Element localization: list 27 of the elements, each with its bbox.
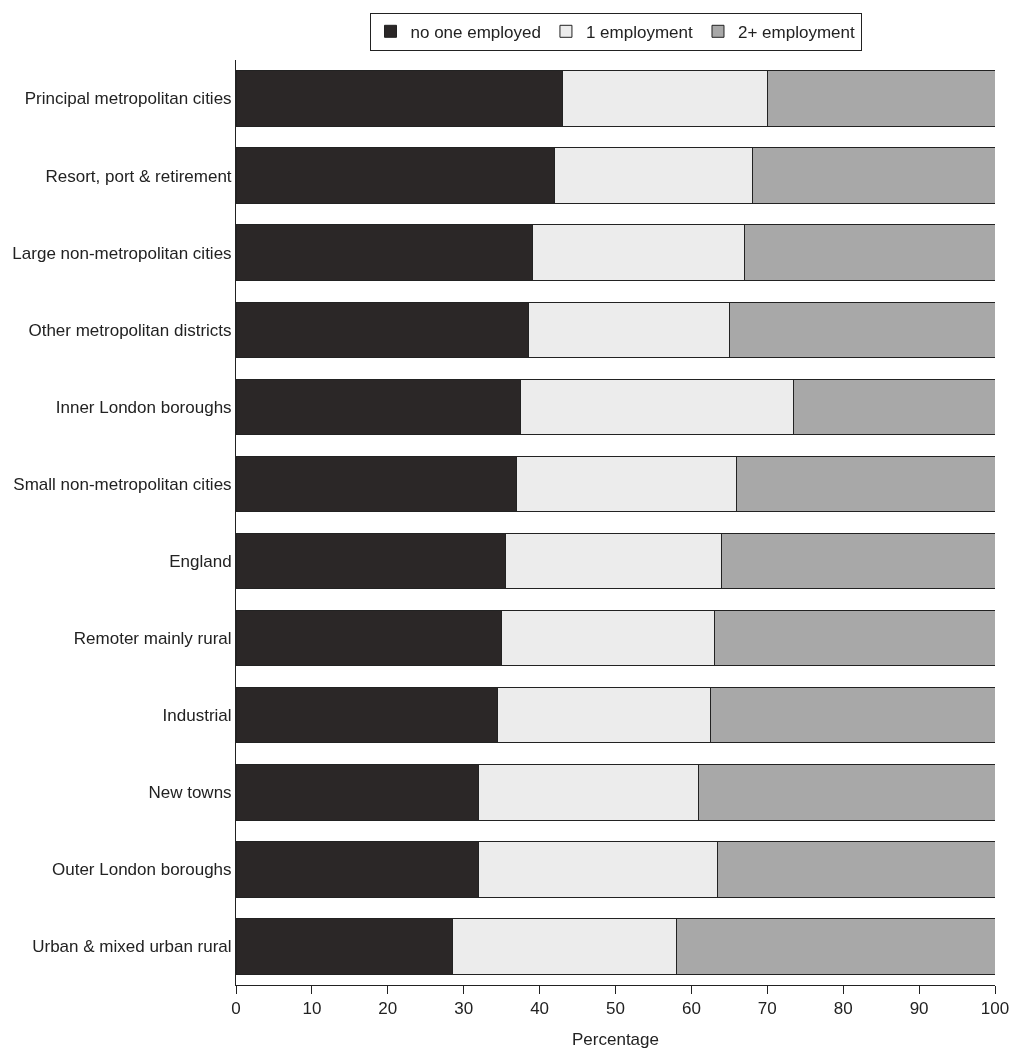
y-tick-label: Small non-metropolitan cities [13,474,232,494]
y-tick-label: Outer London boroughs [52,860,232,880]
y-tick-label: Remoter mainly rural [73,629,232,649]
y-tick-label: New towns [148,783,232,803]
x-tick-label: 50 [606,999,625,1019]
x-axis-title: Percentage [572,1029,659,1049]
y-tick-label: Industrial [162,706,232,726]
x-tick-label: 40 [530,999,550,1019]
y-tick-label: Inner London boroughs [55,397,232,417]
x-tick-label: 30 [454,999,474,1019]
y-tick-label: Resort, port & retirement [45,166,232,186]
x-tick-label: 20 [378,999,398,1019]
y-tick-label: Urban & mixed urban rural [32,937,232,957]
y-tick-label: England [169,551,232,571]
y-tick-label: Other metropolitan districts [28,320,232,340]
x-tick-label: 0 [231,999,241,1019]
y-tick-label: Large non-metropolitan cities [12,243,232,263]
x-tick-label: 10 [302,999,322,1019]
y-tick-label: Principal metropolitan cities [24,89,232,109]
legend-label: 2+ employment [737,22,855,42]
x-tick-label: 70 [757,999,777,1019]
x-tick-label: 90 [909,999,929,1019]
x-tick-label: 100 [980,999,1010,1019]
legend-label: 1 employment [585,22,693,42]
legend-label: no one employed [410,22,541,42]
x-tick-label: 60 [681,999,701,1019]
x-tick-label: 80 [833,999,853,1019]
